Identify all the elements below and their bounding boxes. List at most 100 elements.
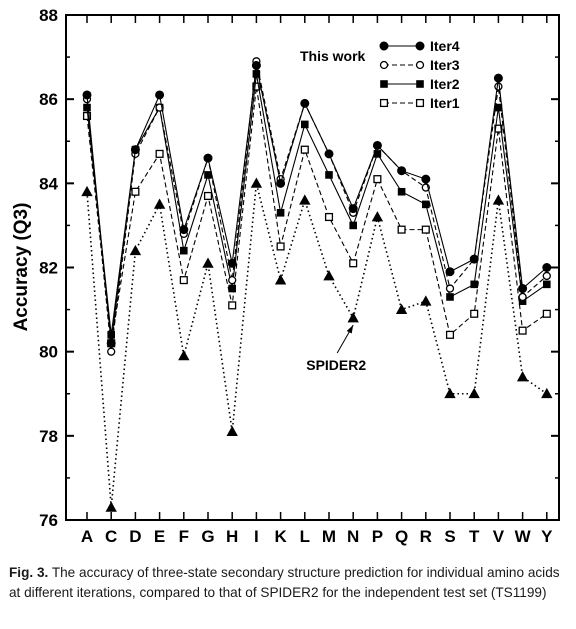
series-iter3 xyxy=(82,57,551,356)
point-spider2-D xyxy=(129,244,142,256)
x-tick-label-R: R xyxy=(420,527,432,546)
series-iter1 xyxy=(82,82,551,348)
legend-label-iter4: Iter4 xyxy=(430,38,460,54)
x-tick-label-W: W xyxy=(515,527,532,546)
legend-marker-start-iter1 xyxy=(379,98,389,108)
point-iter4-T xyxy=(469,254,479,264)
legend: This work Iter4 Iter3 Iter2 Iter1 xyxy=(300,38,460,111)
point-spider2-R xyxy=(420,295,432,306)
point-iter1-S xyxy=(445,330,455,339)
series-line-iter3 xyxy=(86,61,548,352)
point-iter4-G xyxy=(203,153,213,163)
legend-label-iter1: Iter1 xyxy=(430,95,460,111)
figure-caption: Fig. 3. The accuracy of three-state seco… xyxy=(9,563,569,603)
point-spider2-Q xyxy=(395,303,408,314)
point-iter2-F xyxy=(180,246,188,255)
series-line-iter1 xyxy=(86,86,548,344)
legend-label-iter3: Iter3 xyxy=(430,57,460,73)
point-spider2-E xyxy=(153,198,166,209)
legend-marker-start-iter3 xyxy=(379,60,389,70)
point-iter4-E xyxy=(155,90,165,100)
point-iter1-Y xyxy=(542,309,551,318)
series-iter2 xyxy=(83,70,551,339)
x-tick-label-A: A xyxy=(81,527,93,546)
point-iter2-Q xyxy=(397,187,406,196)
point-iter1-H xyxy=(228,301,237,310)
point-iter4-D xyxy=(130,145,140,155)
point-iter4-P xyxy=(372,140,382,150)
x-tick-label-C: C xyxy=(105,527,117,546)
point-iter2-I xyxy=(252,70,261,78)
series-layer xyxy=(81,57,553,512)
annotation-arrow-head xyxy=(346,325,354,334)
series-spider2 xyxy=(81,177,553,512)
point-spider2-M xyxy=(323,270,335,281)
series-line-iter2 xyxy=(86,73,548,335)
y-tick-label: 88 xyxy=(39,6,58,25)
point-iter1-L xyxy=(300,145,309,154)
point-spider2-I xyxy=(250,177,263,188)
y-tick-label: 86 xyxy=(39,90,58,109)
y-tick-label: 80 xyxy=(39,343,58,362)
point-iter1-N xyxy=(349,259,358,268)
legend-marker-end-iter3 xyxy=(415,60,425,70)
annotation-layer: SPIDER2 xyxy=(306,324,366,373)
point-spider2-G xyxy=(202,257,214,268)
x-tick-label-K: K xyxy=(274,527,287,546)
point-iter1-E xyxy=(155,149,164,158)
point-iter2-S xyxy=(446,293,454,301)
point-spider2-N xyxy=(347,312,359,323)
point-iter2-M xyxy=(325,171,333,179)
legend-marker-end-iter1 xyxy=(415,98,425,108)
x-tick-label-P: P xyxy=(372,527,383,546)
point-iter4-F xyxy=(179,225,189,235)
point-iter4-W xyxy=(518,284,528,294)
point-spider2-Y xyxy=(541,387,553,399)
point-spider2-K xyxy=(274,274,287,285)
point-iter2-T xyxy=(470,280,478,289)
y-tick-label: 84 xyxy=(39,174,58,193)
annotation-spider2: SPIDER2 xyxy=(306,357,366,373)
point-iter2-H xyxy=(228,284,236,293)
point-iter1-D xyxy=(131,187,140,196)
y-tick-label: 78 xyxy=(39,427,58,446)
point-iter1-K xyxy=(276,242,285,251)
x-tick-label-L: L xyxy=(300,527,310,546)
point-iter3-H xyxy=(228,275,237,285)
legend-label-iter2: Iter2 xyxy=(430,76,460,92)
point-iter1-R xyxy=(421,225,430,234)
point-spider2-F xyxy=(178,350,190,361)
point-iter3-C xyxy=(107,347,116,356)
point-iter3-Y xyxy=(542,271,551,281)
legend-marker-end-iter2 xyxy=(416,80,424,88)
x-tick-label-M: M xyxy=(322,527,336,546)
x-tick-label-H: H xyxy=(226,527,238,546)
point-iter4-L xyxy=(300,98,310,108)
legend-marker-start-iter2 xyxy=(380,80,388,88)
point-iter4-V xyxy=(493,73,503,83)
point-iter2-R xyxy=(422,200,430,209)
point-iter1-M xyxy=(324,212,334,222)
x-tick-label-D: D xyxy=(129,527,141,546)
point-iter4-M xyxy=(324,149,334,159)
x-tick-label-S: S xyxy=(444,527,455,546)
x-tick-label-Y: Y xyxy=(541,527,553,546)
x-tick-label-T: T xyxy=(469,527,480,546)
legend-marker-start-iter4 xyxy=(379,41,389,51)
point-iter4-K xyxy=(276,178,286,188)
caption-label: Fig. 3. xyxy=(9,565,49,580)
x-tick-label-I: I xyxy=(254,527,259,546)
point-iter1-W xyxy=(518,326,527,335)
point-iter1-F xyxy=(179,276,188,285)
legend-header: This work xyxy=(300,48,366,64)
point-iter3-V xyxy=(494,82,503,91)
x-tick-label-G: G xyxy=(201,527,214,546)
y-axis-title: Accuracy (Q3) xyxy=(11,203,32,332)
point-spider2-A xyxy=(81,185,93,197)
point-spider2-C xyxy=(105,501,117,512)
y-axis: 76 78 80 82 84 86 88 xyxy=(39,6,559,530)
point-spider2-S xyxy=(444,387,456,399)
point-iter4-Q xyxy=(397,166,407,176)
